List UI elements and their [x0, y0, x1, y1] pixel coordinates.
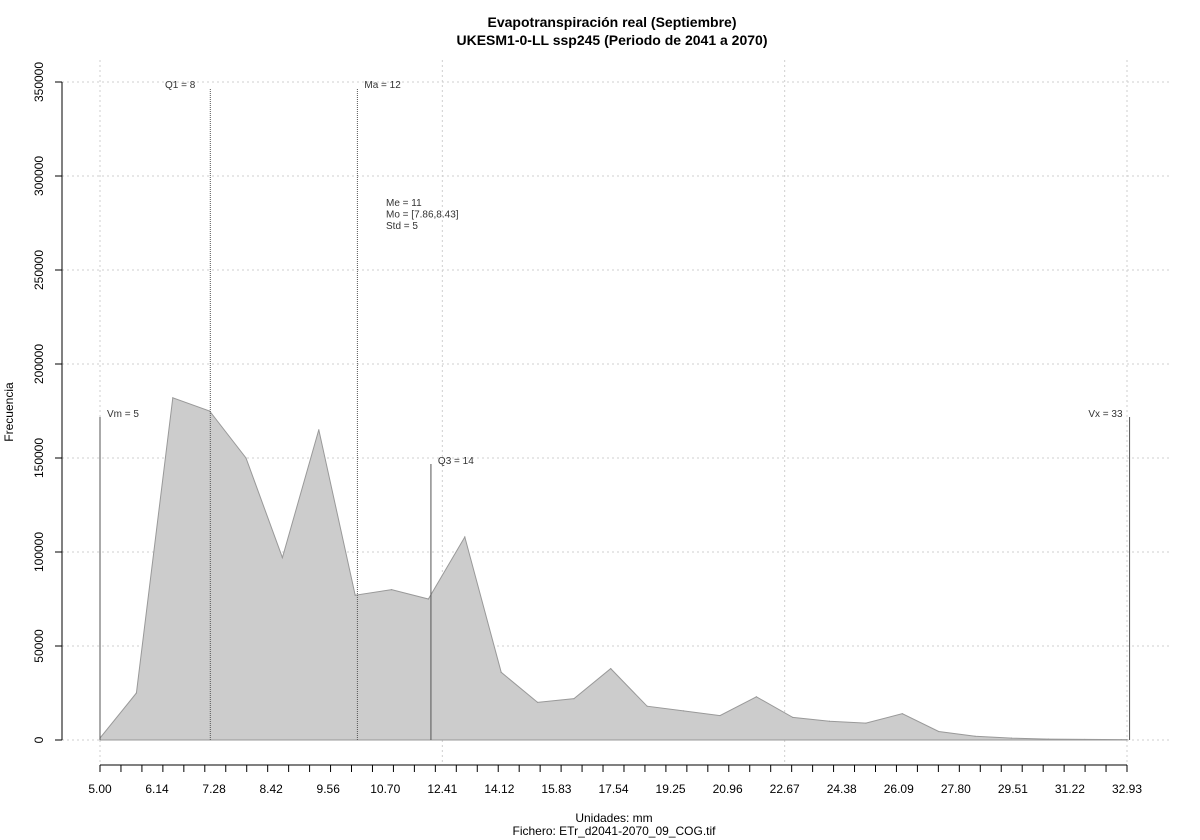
data-point	[281, 557, 283, 559]
y-tick-label: 150000	[32, 438, 46, 478]
y-tick-label: 350000	[32, 62, 46, 102]
data-point	[135, 692, 138, 694]
reference-line-label: Ma = 12	[364, 80, 401, 91]
data-point	[901, 713, 903, 715]
data-point	[938, 730, 940, 733]
x-tick-label: 31.22	[1055, 782, 1085, 796]
stats-line: Me = 11	[386, 198, 422, 209]
x-tick-label: 6.14	[145, 782, 169, 796]
x-axis-title: Unidades: mm	[575, 811, 652, 825]
y-tick-label: 300000	[32, 156, 46, 196]
reference-line-label: Q3 = 14	[438, 456, 474, 467]
data-point	[390, 589, 393, 591]
data-point	[500, 671, 502, 673]
y-tick-label: 100000	[32, 532, 46, 572]
data-point	[974, 735, 976, 737]
data-point	[1084, 738, 1086, 741]
x-tick-label: 17.54	[598, 782, 628, 796]
x-tick-label: 8.42	[259, 782, 283, 796]
x-tick-label: 22.67	[770, 782, 800, 796]
x-tick-label: 7.28	[202, 782, 226, 796]
y-tick-label: 0	[32, 736, 46, 743]
y-tick-label: 250000	[32, 250, 46, 290]
plot-area	[99, 397, 1128, 741]
data-point	[610, 667, 612, 670]
x-tick-label: 5.00	[88, 782, 112, 796]
x-tick-label: 10.70	[370, 782, 400, 796]
data-point	[719, 714, 721, 717]
file-caption: Fichero: ETr_d2041-2070_09_COG.tif	[513, 824, 717, 838]
x-tick-label: 12.41	[427, 782, 457, 796]
data-point	[245, 457, 247, 459]
data-point	[427, 598, 429, 600]
x-tick-label: 14.12	[484, 782, 514, 796]
data-point	[464, 536, 466, 538]
data-point	[354, 594, 356, 596]
frequency-area	[99, 397, 1128, 741]
data-point	[172, 397, 174, 399]
axes: 5.00 6.14 7.28 8.42 9.56 10.70 12.41 14.12 15.83…	[32, 62, 1142, 796]
y-tick-label: 200000	[32, 344, 46, 384]
x-tick-label: 27.80	[941, 782, 971, 796]
data-point	[536, 701, 539, 704]
data-point	[573, 698, 575, 700]
data-point	[755, 696, 757, 698]
chart-subtitle: UKESM1-0-LL ssp245 (Periodo de 2041 a 20…	[457, 32, 768, 48]
y-tick-label: 50000	[32, 629, 46, 663]
stats-line: Mo = [7.86,8.43]	[386, 210, 459, 221]
x-tick-label: 32.93	[1112, 782, 1142, 796]
stats-line: Std = 5	[386, 221, 418, 232]
x-tick-label: 29.51	[998, 782, 1028, 796]
x-tick-label: 20.96	[713, 782, 743, 796]
data-point	[828, 720, 831, 722]
data-point	[792, 716, 794, 719]
x-tick-label: 15.83	[541, 782, 571, 796]
x-tick-label: 24.38	[827, 782, 857, 796]
y-axis-title: Frecuencia	[2, 382, 16, 442]
data-point	[865, 722, 867, 724]
data-point	[318, 429, 320, 431]
data-point	[646, 705, 648, 707]
reference-lines: Vm = 5 Q1 = 8 Ma = 12 Q3 = 14 Vx = 33	[99, 80, 1131, 740]
data-point	[682, 710, 685, 712]
reference-line-label: Vx = 33	[1088, 409, 1123, 420]
x-tick-label: 19.25	[656, 782, 686, 796]
reference-line-label: Vm = 5	[107, 409, 139, 420]
x-tick-label: 26.09	[884, 782, 914, 796]
chart-title: Evapotranspiración real (Septiembre)	[488, 14, 737, 30]
data-point	[1047, 738, 1049, 740]
x-tick-label: 9.56	[317, 782, 341, 796]
reference-line-label: Q1 = 8	[165, 80, 196, 91]
data-point	[1126, 739, 1128, 741]
data-point	[1120, 739, 1122, 741]
data-point	[1010, 737, 1013, 739]
